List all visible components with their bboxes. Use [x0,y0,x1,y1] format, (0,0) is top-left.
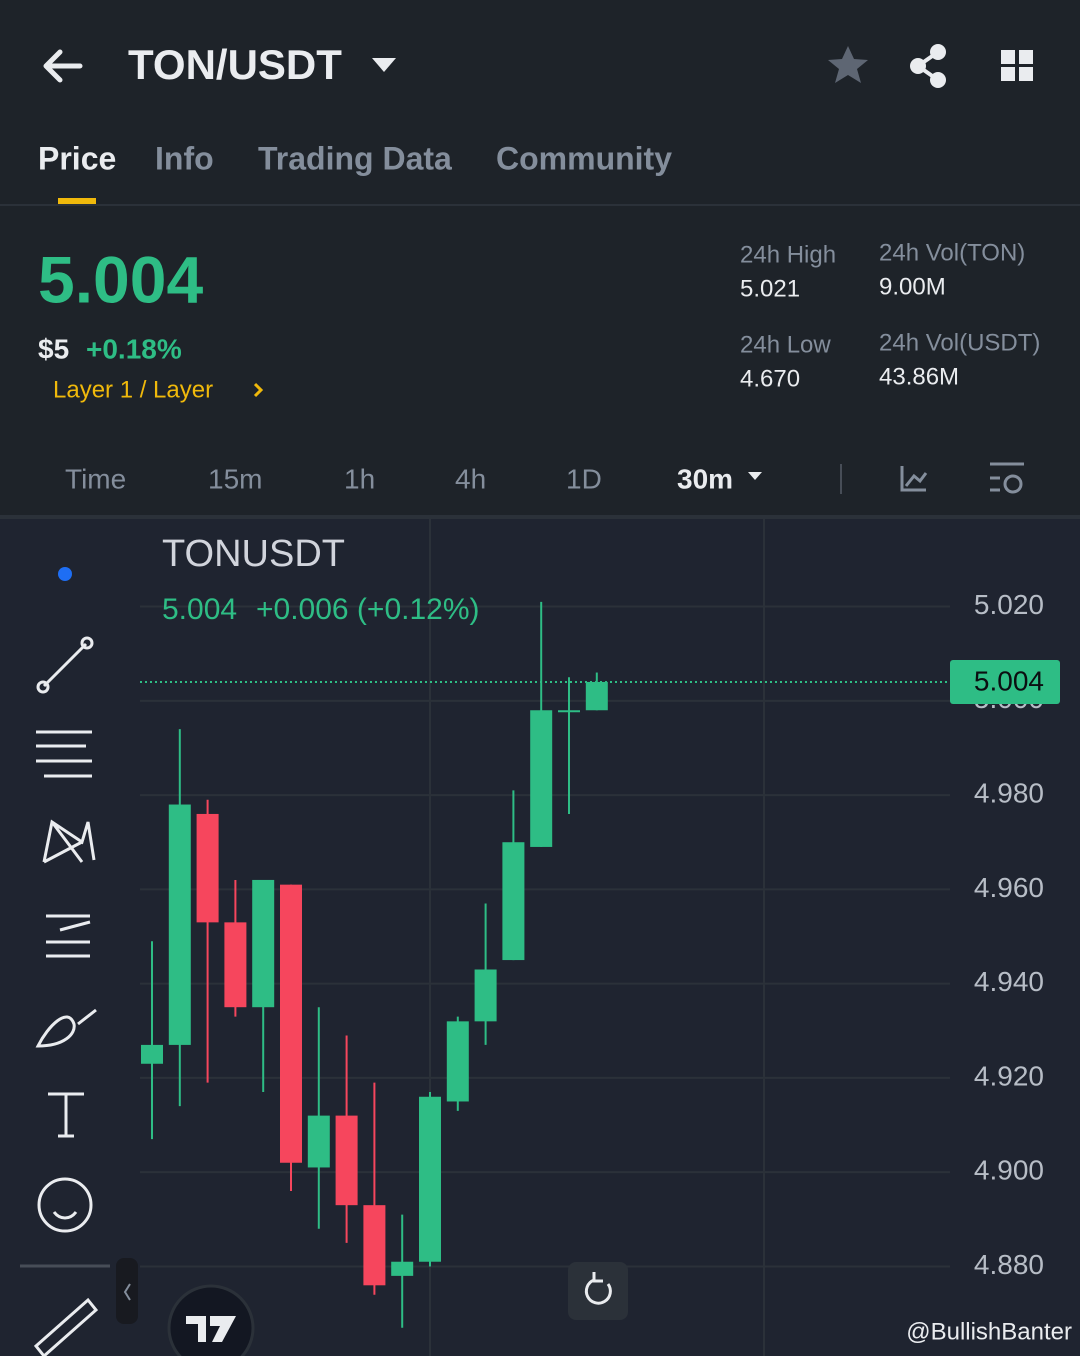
trendline-tool[interactable] [42,642,88,688]
candle-body [252,879,275,1008]
candle-body [446,1021,469,1102]
candle-body [558,710,580,713]
share-icon[interactable] [910,44,946,88]
emoji-tool[interactable] [37,1177,93,1233]
back-button[interactable] [43,49,83,83]
chart-bg [0,517,1080,1356]
text-tool[interactable] [48,1092,84,1138]
tv-logo [186,1316,236,1342]
grid-icon[interactable] [1001,50,1033,81]
ruler-tool[interactable] [33,1297,99,1356]
tab[interactable]: Community [496,140,672,176]
current-price-badge [950,659,1060,704]
tab[interactable]: Trading Data [258,140,452,176]
interval[interactable]: 1h [344,463,375,494]
legend-price: 5.004 [162,593,237,626]
settings-icon[interactable] [990,462,1024,492]
y-tick-label: 4.960 [974,872,1044,903]
settings-icon[interactable] [1003,474,1023,494]
tab[interactable]: Info [155,140,214,176]
candle-body [307,1115,330,1168]
chart-title: TONUSDT [162,533,345,575]
legend-change: +0.006 (+0.12%) [256,593,480,626]
watermark: @BullishBanter [906,1318,1072,1345]
candle-body [585,681,608,711]
collapse-button[interactable] [116,1258,138,1324]
dropdown-icon[interactable] [372,58,396,72]
pattern-tool[interactable] [42,819,96,864]
category-tag[interactable]: Layer 1 / Layer [53,376,213,403]
prediction-tool[interactable] [46,914,91,958]
price-change: +0.18% [86,333,182,364]
tag-arrow[interactable] [253,382,264,398]
reset-button[interactable] [584,1272,612,1305]
tab[interactable]: Price [38,140,116,176]
collapse-button[interactable] [123,1283,131,1301]
stat-value: 9.00M [879,273,946,300]
y-tick-label: 4.920 [974,1060,1044,1091]
candle-body [196,813,219,923]
interval[interactable]: 1D [566,463,602,494]
stat-label: 24h Vol(USDT) [879,329,1040,356]
candle-body [391,1261,414,1276]
reset-button[interactable] [568,1262,628,1320]
usd-price: $5 [38,333,69,364]
trendline-tool[interactable] [36,680,50,694]
stat-label: 24h Vol(TON) [879,239,1025,266]
brush-tool[interactable] [35,1008,97,1048]
interval[interactable]: 15m [208,463,262,494]
candle-body [530,710,553,847]
last-price: 5.004 [38,242,203,316]
stat-label: 24h Low [740,331,831,358]
y-tick-label: 5.020 [974,589,1044,620]
y-tick-label: 4.880 [974,1249,1044,1280]
current-price-label: 5.004 [974,665,1044,696]
stat-label: 24h High [740,241,836,268]
y-tick-label: 4.900 [974,1155,1044,1186]
stat-value: 4.670 [740,365,800,392]
interval-dropdown[interactable] [748,472,762,480]
candle-body [335,1115,358,1206]
trendline-tool[interactable] [80,636,94,650]
candle-body [474,969,497,1022]
y-tick-label: 4.980 [974,777,1044,808]
interval[interactable]: 30m [677,463,733,494]
indicator-icon[interactable] [900,466,928,492]
candle-body [502,842,525,961]
pair-title[interactable]: TON/USDT [128,41,342,88]
tab-indicator [58,198,96,204]
interval[interactable]: Time [65,463,126,494]
candle-body [168,804,191,1045]
top-bg [0,0,1080,517]
candle-body [419,1096,441,1262]
favorite-icon[interactable] [828,46,868,83]
candle-body [363,1205,386,1286]
candle-body [280,884,302,1163]
candle-body [141,1044,163,1064]
candle-body [224,922,247,1008]
stat-value: 43.86M [879,363,959,390]
fib-tool[interactable] [36,730,92,778]
stat-value: 5.021 [740,275,800,302]
drawing-toolbar [20,567,110,1356]
dot [58,567,72,581]
y-tick-label: 4.940 [974,966,1044,997]
emoji-tool[interactable] [52,1211,78,1220]
interval[interactable]: 4h [455,463,486,494]
